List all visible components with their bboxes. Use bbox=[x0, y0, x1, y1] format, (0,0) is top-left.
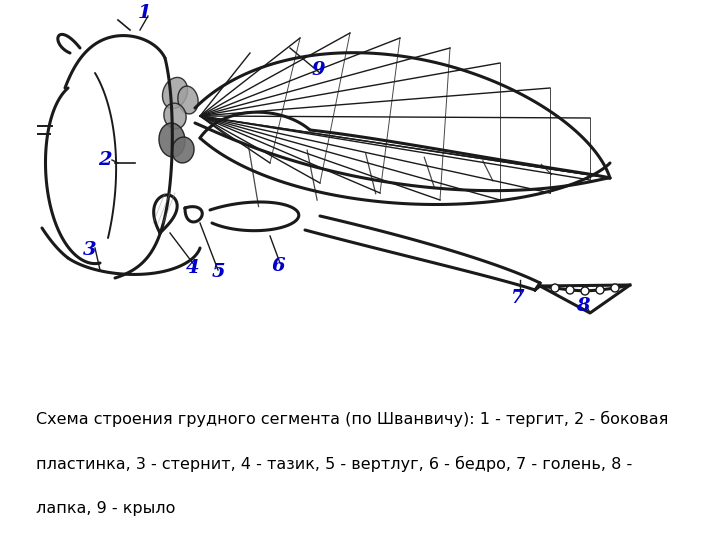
Ellipse shape bbox=[159, 123, 185, 157]
Text: 5: 5 bbox=[211, 263, 225, 281]
Text: пластинка, 3 - стернит, 4 - тазик, 5 - вертлуг, 6 - бедро, 7 - голень, 8 -: пластинка, 3 - стернит, 4 - тазик, 5 - в… bbox=[36, 456, 632, 472]
Ellipse shape bbox=[172, 137, 194, 163]
Text: 7: 7 bbox=[511, 289, 525, 307]
Text: 6: 6 bbox=[271, 257, 285, 275]
Ellipse shape bbox=[178, 86, 198, 114]
Text: лапка, 9 - крыло: лапка, 9 - крыло bbox=[36, 501, 176, 516]
Ellipse shape bbox=[163, 77, 187, 109]
Text: 9: 9 bbox=[311, 61, 325, 79]
Text: 4: 4 bbox=[186, 259, 200, 277]
Circle shape bbox=[581, 287, 589, 295]
Circle shape bbox=[551, 284, 559, 292]
Ellipse shape bbox=[164, 103, 186, 129]
Circle shape bbox=[611, 284, 619, 292]
Circle shape bbox=[566, 286, 574, 294]
Text: 1: 1 bbox=[138, 4, 152, 22]
Text: 3: 3 bbox=[84, 241, 96, 259]
Text: 2: 2 bbox=[98, 151, 112, 169]
Text: Схема строения грудного сегмента (по Шванвичу): 1 - тергит, 2 - боковая: Схема строения грудного сегмента (по Шва… bbox=[36, 410, 668, 427]
Text: 8: 8 bbox=[576, 297, 590, 315]
Circle shape bbox=[596, 286, 604, 294]
